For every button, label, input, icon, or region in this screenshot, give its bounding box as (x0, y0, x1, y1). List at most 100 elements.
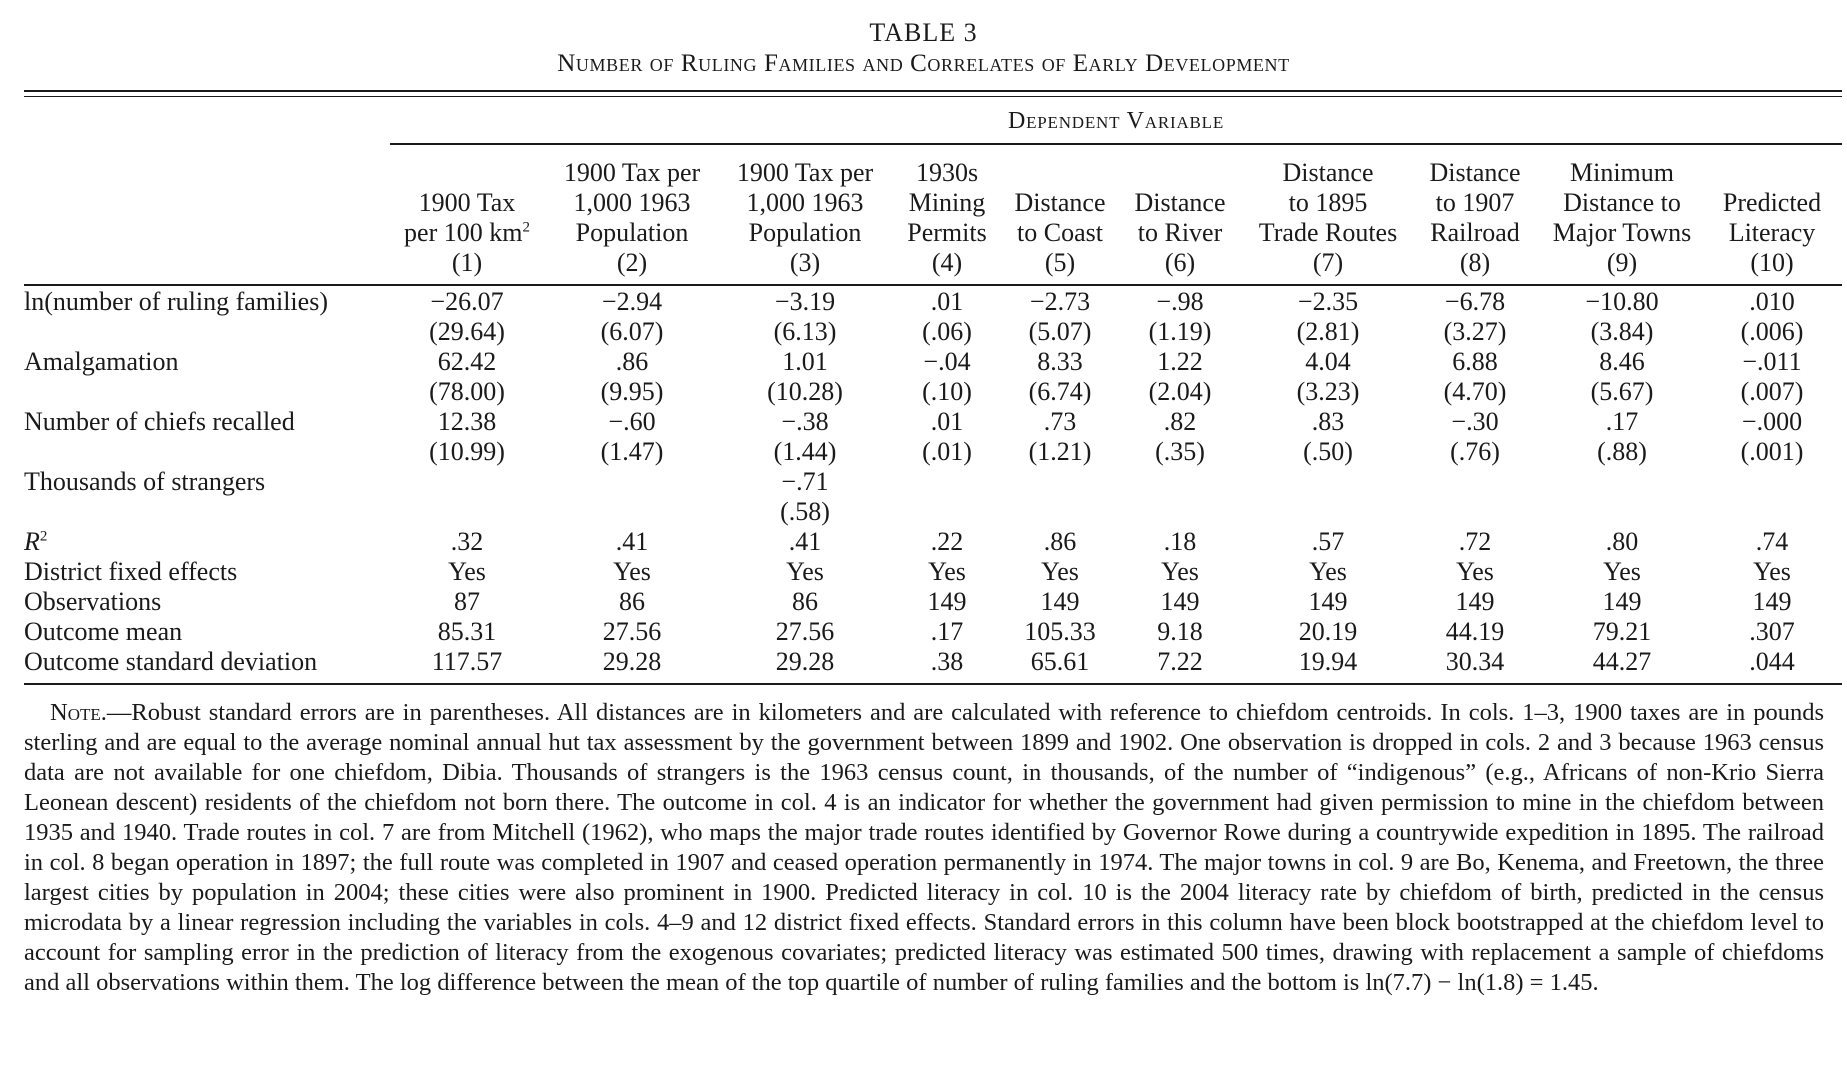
table-cell: Yes (1161, 557, 1199, 586)
table-cell: (10.28) (767, 377, 843, 406)
column-header-line (1769, 158, 1776, 188)
column-number: (3) (789, 248, 821, 277)
table-cell: .17 (930, 617, 964, 646)
table-cell: (3.84) (1590, 317, 1654, 346)
row-label: ln(number of ruling families) (24, 287, 328, 317)
table-cell: (29.64) (429, 317, 505, 346)
table-cell: −3.19 (774, 287, 836, 316)
column-header-line-text: per 100 km (404, 218, 523, 247)
table-cell: (.76) (1450, 437, 1500, 466)
column-header-line: Distance (1429, 158, 1521, 187)
table-cell: Yes (1456, 557, 1494, 586)
table-cell: (3.23) (1296, 377, 1360, 406)
table-cell: 44.27 (1592, 647, 1652, 676)
column-header-line: Distance (1134, 188, 1226, 217)
table-title: Number of Ruling Families and Correlates… (557, 50, 1290, 77)
table-cell: .86 (615, 347, 649, 376)
table-cell: (78.00) (429, 377, 505, 406)
table-cell: .22 (930, 527, 964, 556)
column-number: (7) (1312, 248, 1344, 277)
table-cell: −.98 (1156, 287, 1204, 316)
table-cell: (5.67) (1590, 377, 1654, 406)
table-cell: (6.07) (600, 317, 664, 346)
column-header-line (1177, 158, 1184, 188)
row-label: Outcome standard deviation (24, 647, 317, 677)
table-cell: (4.70) (1443, 377, 1507, 406)
table-cell: 85.31 (437, 617, 497, 646)
row-label-text: R (24, 527, 40, 556)
column-header-line: 1900 Tax (418, 188, 516, 217)
row-label: R2 (24, 527, 47, 557)
table-cell: (.10) (922, 377, 972, 406)
table-cell: (2.04) (1148, 377, 1212, 406)
table-cell: −10.80 (1585, 287, 1659, 316)
column-header-4: 1930s Mining Permits (4) (892, 158, 1002, 278)
table-cell: (3.27) (1443, 317, 1507, 346)
column-header-line: Predicted (1722, 188, 1822, 217)
table-cell: (.06) (922, 317, 972, 346)
row-label: Thousands of strangers (24, 467, 265, 497)
table-cell: (.88) (1597, 437, 1647, 466)
table-cell: (1.21) (1028, 437, 1092, 466)
table-cell: 19.94 (1298, 647, 1358, 676)
row-label-text: Thousands of strangers (24, 467, 266, 496)
table-cell: 86 (619, 587, 645, 616)
table-cell: 7.22 (1157, 647, 1203, 676)
column-number: (2) (616, 248, 648, 277)
column-number: (8) (1459, 248, 1491, 277)
table-cell: 149 (927, 587, 967, 616)
table-cell: .32 (450, 527, 484, 556)
table-cell: Yes (1041, 557, 1079, 586)
table-cell: .307 (1749, 617, 1795, 646)
column-header-line: Literacy (1728, 218, 1816, 247)
column-header-line: Trade Routes (1258, 218, 1398, 247)
table-cell: Yes (1309, 557, 1347, 586)
table-cell: −.38 (781, 407, 829, 436)
row-label: Amalgamation (24, 347, 179, 377)
table-cell: .82 (1163, 407, 1197, 436)
table-cell: 149 (1308, 587, 1348, 616)
column-header-line (464, 158, 471, 188)
dependent-variable-header: Dependent Variable (1007, 108, 1225, 134)
table-cell: 20.19 (1298, 617, 1358, 646)
table-cell: −.60 (608, 407, 656, 436)
table-cell: .72 (1458, 527, 1492, 556)
table-cell: 8.46 (1599, 347, 1645, 376)
superscript: 2 (522, 219, 530, 236)
column-number: (10) (1750, 248, 1794, 277)
column-header-line: Mining (908, 188, 986, 217)
table-cell: 9.18 (1157, 617, 1203, 646)
column-header-line: per 100 km2 (404, 218, 530, 248)
table-cell: 62.42 (437, 347, 497, 376)
table-cell: Yes (1603, 557, 1641, 586)
row-label-text: Observations (24, 587, 162, 616)
table-cell: .41 (788, 527, 822, 556)
table-cell: (9.95) (600, 377, 664, 406)
table-cell: .01 (930, 287, 964, 316)
table-cell: .38 (930, 647, 964, 676)
column-header-line: Population (748, 218, 862, 247)
table-cell: 4.04 (1305, 347, 1351, 376)
row-label-text: ln(number of ruling families) (24, 287, 328, 316)
column-header-line: Minimum (1569, 158, 1674, 187)
table-cell: 29.28 (602, 647, 662, 676)
column-header-line: to 1907 (1435, 188, 1515, 217)
header-rule (24, 284, 1842, 286)
table-cell: .80 (1605, 527, 1639, 556)
column-header-line: Railroad (1430, 218, 1520, 247)
table-cell: 149 (1602, 587, 1642, 616)
table-number: TABLE 3 (869, 18, 978, 47)
table-cell: (.50) (1303, 437, 1353, 466)
table-cell: (.001) (1740, 437, 1804, 466)
table-cell: 1.01 (782, 347, 828, 376)
table-cell: −.000 (1741, 407, 1803, 436)
table-cell: (10.99) (429, 437, 505, 466)
table-cell: Yes (928, 557, 966, 586)
table-note: Note.—Robust standard errors are in pare… (24, 698, 1824, 998)
column-header-line (1057, 158, 1064, 188)
row-label: Observations (24, 587, 161, 617)
table-cell: 149 (1752, 587, 1792, 616)
table-cell: −2.73 (1029, 287, 1091, 316)
table-cell: −2.94 (601, 287, 663, 316)
